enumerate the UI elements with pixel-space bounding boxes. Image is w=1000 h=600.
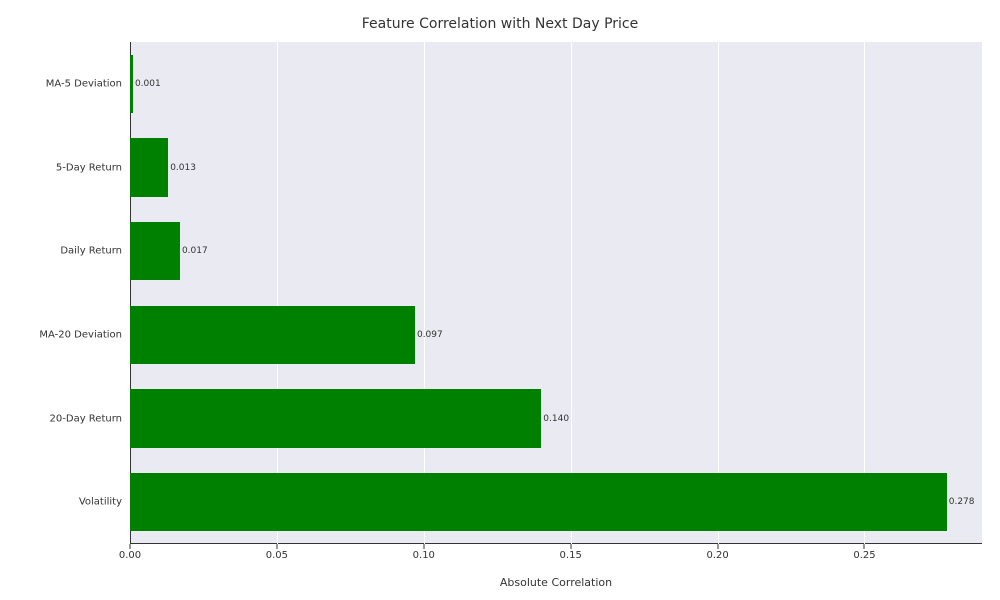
bar [130,306,415,365]
y-tick-label: 5-Day Return [56,162,130,173]
x-tick-label: 0.00 [119,544,141,561]
x-tick-label: 0.10 [413,544,435,561]
bar-value-label: 0.278 [949,497,975,507]
y-tick-label: 20-Day Return [50,413,130,424]
bar [130,473,947,532]
chart-title: Feature Correlation with Next Day Price [0,16,1000,32]
bar [130,138,168,197]
y-tick-label: Volatility [79,497,130,508]
bar-value-label: 0.013 [170,163,196,173]
y-tick-label: MA-20 Deviation [39,329,130,340]
correlation-chart: Feature Correlation with Next Day Price … [0,0,1000,600]
bar-value-label: 0.001 [135,79,161,89]
x-tick-label: 0.05 [266,544,288,561]
x-tick-label: 0.20 [706,544,728,561]
grid-line [277,42,278,544]
x-tick-label: 0.25 [853,544,875,561]
bar [130,389,541,448]
grid-line [864,42,865,544]
y-tick-label: Daily Return [60,246,130,257]
grid-line [424,42,425,544]
bar-value-label: 0.097 [417,330,443,340]
y-tick-label: MA-5 Deviation [46,78,130,89]
grid-line [718,42,719,544]
x-axis-title: Absolute Correlation [130,576,982,589]
x-tick-label: 0.15 [560,544,582,561]
grid-line [571,42,572,544]
plot-area: Absolute Correlation 0.000.050.100.150.2… [130,42,982,544]
bar-value-label: 0.017 [182,246,208,256]
bar [130,55,133,114]
bar [130,222,180,281]
y-axis-spine [130,42,131,544]
bar-value-label: 0.140 [543,414,569,424]
